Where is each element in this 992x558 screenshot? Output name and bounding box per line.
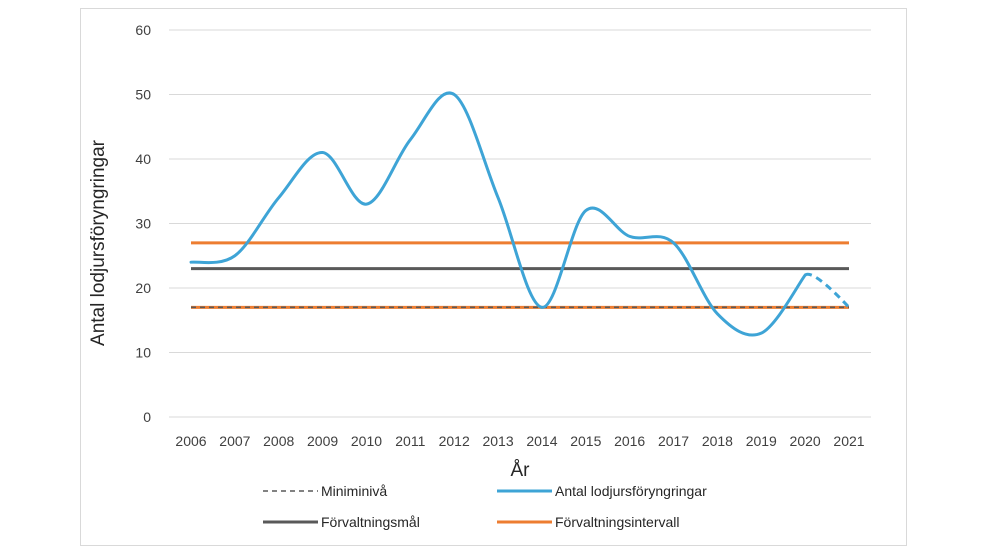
legend: Miniminivå Antal lodjursföryngringar Förva… bbox=[263, 483, 707, 530]
legend-label: Förvaltningsmål bbox=[321, 514, 420, 530]
x-tick-label: 2009 bbox=[307, 433, 338, 449]
x-tick-label: 2006 bbox=[175, 433, 206, 449]
y-tick-label: 20 bbox=[135, 280, 151, 296]
x-tick-label: 2008 bbox=[263, 433, 294, 449]
y-tick-label: 0 bbox=[143, 409, 151, 425]
x-tick-label: 2013 bbox=[482, 433, 513, 449]
x-tick-label: 2010 bbox=[351, 433, 382, 449]
x-tick-label: 2017 bbox=[658, 433, 689, 449]
legend-label: Antal lodjursföryngringar bbox=[555, 483, 707, 499]
legend-label: Miniminivå bbox=[321, 483, 387, 499]
x-tick-label: 2018 bbox=[702, 433, 733, 449]
gridlines bbox=[169, 29, 871, 418]
x-tick-label: 2007 bbox=[219, 433, 250, 449]
series-lines bbox=[189, 91, 851, 337]
y-tick-label: 10 bbox=[135, 345, 151, 361]
y-tick-label: 60 bbox=[135, 22, 151, 38]
x-tick-label: 2012 bbox=[439, 433, 470, 449]
chart-frame: 0 10 20 30 40 50 60 2006 2007 2008 2009 2010 2011 20… bbox=[80, 8, 907, 546]
y-tick-label: 40 bbox=[135, 151, 151, 167]
y-axis-ticks: 0 10 20 30 40 50 60 bbox=[135, 22, 151, 425]
legend-label: Förvaltningsintervall bbox=[555, 514, 680, 530]
x-tick-label: 2014 bbox=[526, 433, 557, 449]
x-tick-label: 2021 bbox=[833, 433, 864, 449]
x-axis-ticks: 2006 2007 2008 2009 2010 2011 2012 2013 2014 2015… bbox=[175, 433, 864, 449]
x-tick-label: 2015 bbox=[570, 433, 601, 449]
series-line-dashed-segment bbox=[804, 272, 851, 309]
y-tick-label: 30 bbox=[135, 216, 151, 232]
x-tick-label: 2020 bbox=[790, 433, 821, 449]
series-line-antal-lodjursforyngringar bbox=[189, 91, 807, 337]
x-tick-label: 2011 bbox=[395, 433, 425, 449]
x-tick-label: 2016 bbox=[614, 433, 645, 449]
x-axis-title: År bbox=[511, 460, 531, 481]
y-tick-label: 50 bbox=[135, 87, 151, 103]
x-tick-label: 2019 bbox=[746, 433, 777, 449]
y-axis-title: Antal lodjursföryngringar bbox=[88, 139, 109, 346]
